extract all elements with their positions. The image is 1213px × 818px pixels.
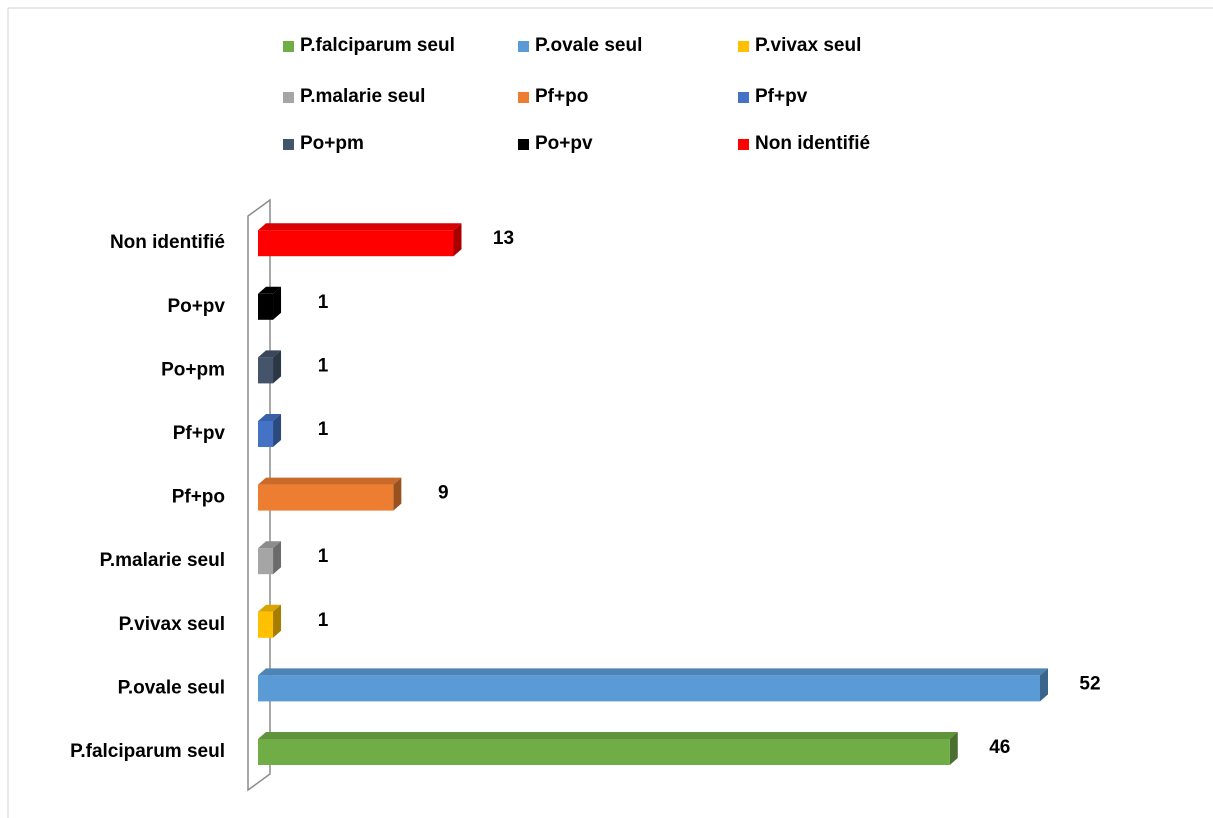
bar-side — [949, 732, 958, 765]
legend-label: Pf+po — [535, 86, 588, 107]
bar — [258, 675, 1040, 702]
value-label: 1 — [318, 419, 329, 440]
bar-side — [273, 541, 282, 575]
legend-swatch — [283, 41, 294, 52]
legend-swatch — [738, 139, 749, 150]
legend-swatch — [283, 92, 294, 103]
legend-label: P.ovale seul — [535, 35, 642, 56]
value-label: 1 — [318, 610, 329, 631]
bar-side — [273, 604, 282, 638]
bar — [258, 739, 950, 765]
bar-top — [258, 668, 1048, 676]
legend-label: Po+pv — [535, 133, 593, 154]
bar — [258, 293, 274, 320]
bar — [258, 548, 274, 575]
bar-top — [258, 604, 282, 612]
value-label: 1 — [318, 355, 329, 376]
bar-top — [258, 414, 282, 421]
value-label: 46 — [989, 737, 1010, 758]
category-label: P.falciparum seul — [70, 741, 225, 762]
category-label: Po+pv — [167, 296, 225, 317]
bar-side — [273, 414, 282, 447]
bar — [258, 421, 274, 447]
legend-swatch — [283, 139, 294, 150]
bar-top — [258, 286, 282, 294]
bar — [258, 357, 274, 384]
bar-top — [258, 541, 282, 549]
bar — [258, 230, 454, 257]
legend-swatch — [518, 92, 529, 103]
value-label: 52 — [1079, 673, 1100, 694]
category-label: Po+pm — [161, 359, 225, 380]
legend-swatch — [738, 41, 749, 52]
category-label: Pf+pv — [173, 423, 226, 444]
bar — [258, 611, 274, 638]
value-label: 1 — [318, 546, 329, 567]
legend-label: P.falciparum seul — [300, 35, 455, 56]
back-wall — [247, 198, 271, 792]
legend-label: P.malarie seul — [300, 86, 425, 107]
bar — [258, 484, 394, 511]
category-label: Pf+po — [172, 487, 225, 508]
category-label: P.malarie seul — [100, 550, 225, 571]
value-label: 13 — [493, 228, 514, 249]
bar-side — [273, 350, 282, 384]
bar-side — [1040, 668, 1048, 702]
bar-top — [258, 223, 462, 231]
bar-side — [453, 223, 462, 257]
bar-side — [393, 477, 402, 511]
legend-swatch — [518, 139, 529, 150]
legend-label: P.vivax seul — [755, 35, 861, 56]
value-label: 9 — [438, 483, 449, 504]
bar-side — [273, 286, 282, 320]
bar-top — [258, 477, 402, 485]
legend-swatch — [518, 41, 529, 52]
legend-label: Non identifié — [755, 133, 870, 154]
legend-label: Po+pm — [300, 133, 364, 154]
value-label: 1 — [318, 292, 329, 313]
bar-top — [258, 350, 282, 358]
category-label: P.vivax seul — [119, 614, 225, 635]
bar-top — [258, 732, 958, 739]
category-label: P.ovale seul — [118, 677, 225, 698]
legend-swatch — [738, 92, 749, 103]
legend-label: Pf+pv — [755, 86, 808, 107]
category-label: Non identifié — [110, 232, 225, 253]
